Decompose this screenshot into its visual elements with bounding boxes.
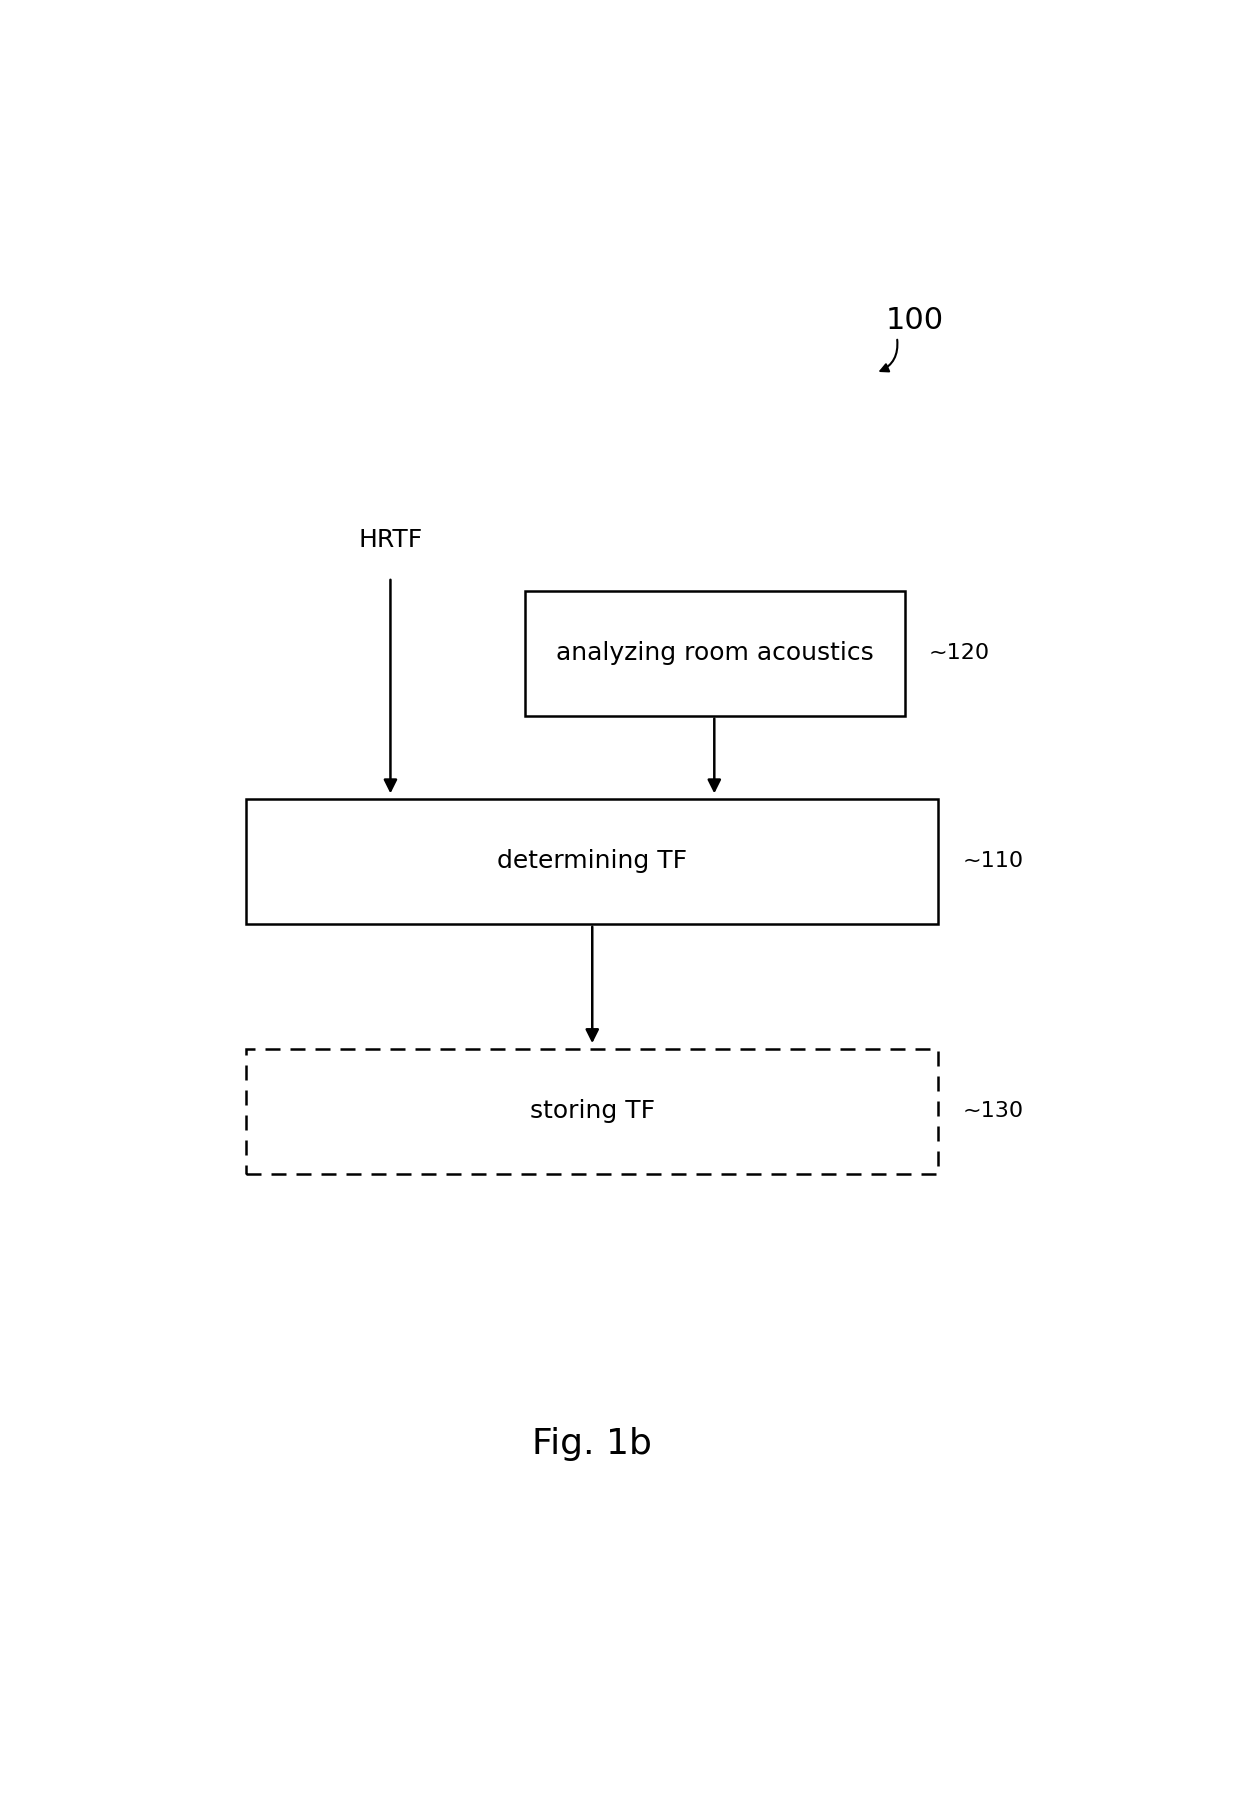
- Text: ~130: ~130: [962, 1101, 1023, 1121]
- Text: ~120: ~120: [929, 643, 990, 663]
- Bar: [247, 1049, 939, 1173]
- Text: determining TF: determining TF: [497, 849, 687, 874]
- Text: Fig. 1b: Fig. 1b: [532, 1427, 652, 1461]
- FancyArrowPatch shape: [880, 341, 898, 371]
- Text: storing TF: storing TF: [529, 1099, 655, 1123]
- Text: 100: 100: [885, 306, 944, 335]
- Text: ~110: ~110: [962, 852, 1023, 872]
- Bar: [525, 591, 905, 715]
- Text: HRTF: HRTF: [358, 528, 423, 551]
- Bar: [247, 798, 939, 924]
- Text: analyzing room acoustics: analyzing room acoustics: [556, 642, 874, 665]
